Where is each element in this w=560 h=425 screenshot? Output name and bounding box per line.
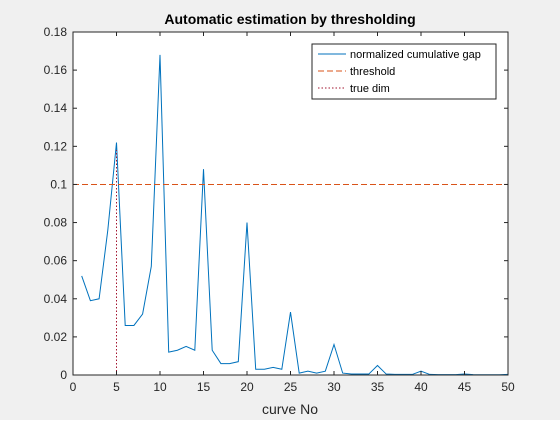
y-tick-label: 0.02 bbox=[44, 330, 68, 344]
chart-title: Automatic estimation by thresholding bbox=[164, 11, 415, 27]
legend-label: threshold bbox=[350, 66, 395, 78]
x-tick-label: 40 bbox=[414, 380, 428, 394]
y-tick-label: 0.06 bbox=[44, 254, 68, 268]
x-tick-label: 5 bbox=[113, 380, 120, 394]
x-axis-label: curve No bbox=[262, 401, 318, 417]
x-tick-label: 45 bbox=[458, 380, 472, 394]
y-tick-label: 0.18 bbox=[44, 25, 68, 39]
y-tick-label: 0.12 bbox=[44, 139, 68, 153]
x-tick-label: 25 bbox=[284, 380, 298, 394]
y-tick-label: 0.04 bbox=[44, 292, 68, 306]
x-tick-label: 15 bbox=[197, 380, 211, 394]
legend-box bbox=[311, 43, 497, 100]
y-tick-label: 0 bbox=[60, 368, 67, 382]
legend-label: normalized cumulative gap bbox=[350, 49, 481, 61]
y-tick-label: 0.08 bbox=[44, 216, 68, 230]
axes-layer: 0 5 10 15 20 25 30 35 40 45 50 0 0.02 0.04 0.06 0.08 0.1… bbox=[44, 25, 515, 394]
legend: normalized cumulative gap threshold true d… bbox=[311, 43, 497, 100]
y-tick-label: 0.14 bbox=[44, 101, 68, 115]
x-tick-label: 10 bbox=[153, 380, 167, 394]
y-tick-label: 0.1 bbox=[50, 177, 67, 191]
x-tick-label: 35 bbox=[371, 380, 385, 394]
y-tick-label: 0.16 bbox=[44, 63, 68, 77]
x-tick-label: 50 bbox=[501, 380, 515, 394]
x-tick-label: 20 bbox=[240, 380, 254, 394]
x-tick-label: 30 bbox=[327, 380, 341, 394]
legend-label: true dim bbox=[350, 83, 390, 95]
x-tick-label: 0 bbox=[70, 380, 77, 394]
